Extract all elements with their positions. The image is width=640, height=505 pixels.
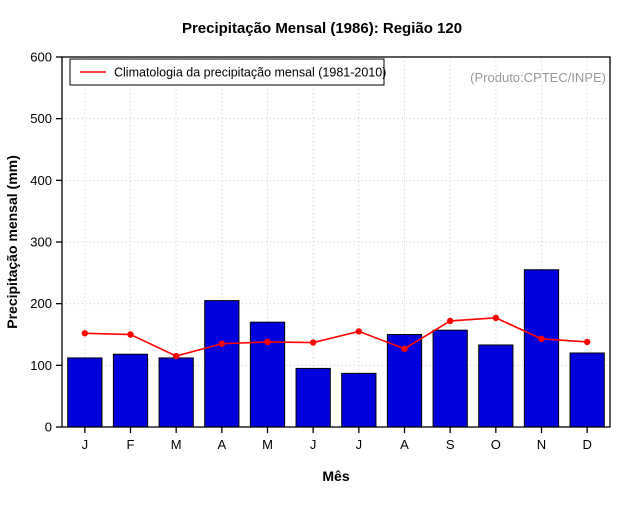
product-annotation: (Produto:CPTEC/INPE)	[470, 70, 606, 85]
climatology-point	[583, 338, 591, 346]
bar	[523, 269, 560, 428]
x-tick-label: A	[400, 437, 409, 452]
climatology-point	[218, 340, 226, 347]
plot-area: 0 100 200 300 400 500 600 J F M A M J J A S O N D	[30, 50, 611, 452]
legend: Climatologia da precipitação mensal (198…	[69, 58, 386, 86]
bar	[204, 300, 240, 428]
y-tick-label: 500	[30, 111, 52, 126]
climatology-point	[172, 352, 180, 360]
x-tick-label: J	[356, 437, 363, 452]
x-tick-label: N	[537, 437, 546, 452]
chart-title: Precipitação Mensal (1986): Região 120	[182, 20, 462, 37]
x-tick-label: O	[491, 437, 501, 452]
bar-series	[67, 269, 605, 428]
bar	[341, 372, 377, 428]
x-tick-label: A	[217, 437, 226, 452]
legend-label: Climatologia da precipitação mensal (198…	[114, 66, 386, 80]
y-axis-label: Precipitação mensal (mm)	[4, 155, 20, 329]
x-tick-label: J	[310, 437, 317, 452]
x-tick-label: M	[171, 437, 182, 452]
bar	[158, 357, 194, 428]
legend-box	[69, 58, 385, 86]
y-tick-label: 400	[30, 173, 52, 188]
x-tick-label: J	[82, 437, 89, 452]
y-tick-label: 0	[45, 420, 52, 435]
y-tick-label: 200	[30, 296, 52, 311]
climatology-point	[264, 338, 271, 346]
climatology-point	[401, 345, 408, 352]
bar	[112, 353, 149, 428]
y-tick-label: 600	[30, 50, 52, 65]
bar	[478, 344, 514, 428]
climatology-point	[446, 317, 454, 325]
x-tick-label: D	[582, 437, 591, 452]
climatology-point	[355, 328, 363, 335]
x-axis-label: Mês	[322, 468, 349, 484]
bar	[67, 357, 103, 428]
climatology-point	[309, 339, 317, 346]
climatology-point	[81, 330, 89, 337]
x-tick-label: F	[127, 437, 135, 452]
y-axis-ticks: 0 100 200 300 400 500 600	[30, 50, 62, 435]
bar	[569, 352, 605, 428]
climatology-points	[81, 314, 591, 360]
y-tick-label: 300	[30, 235, 52, 250]
x-tick-label: M	[262, 437, 273, 452]
climatology-point	[538, 335, 545, 343]
climatology-line	[84, 317, 588, 357]
bar	[249, 321, 286, 428]
y-tick-label: 100	[30, 358, 52, 373]
climatology-point	[492, 314, 500, 322]
climatology-point	[127, 331, 134, 338]
bar	[432, 329, 468, 428]
bar	[295, 367, 331, 428]
x-tick-label: S	[446, 437, 455, 452]
